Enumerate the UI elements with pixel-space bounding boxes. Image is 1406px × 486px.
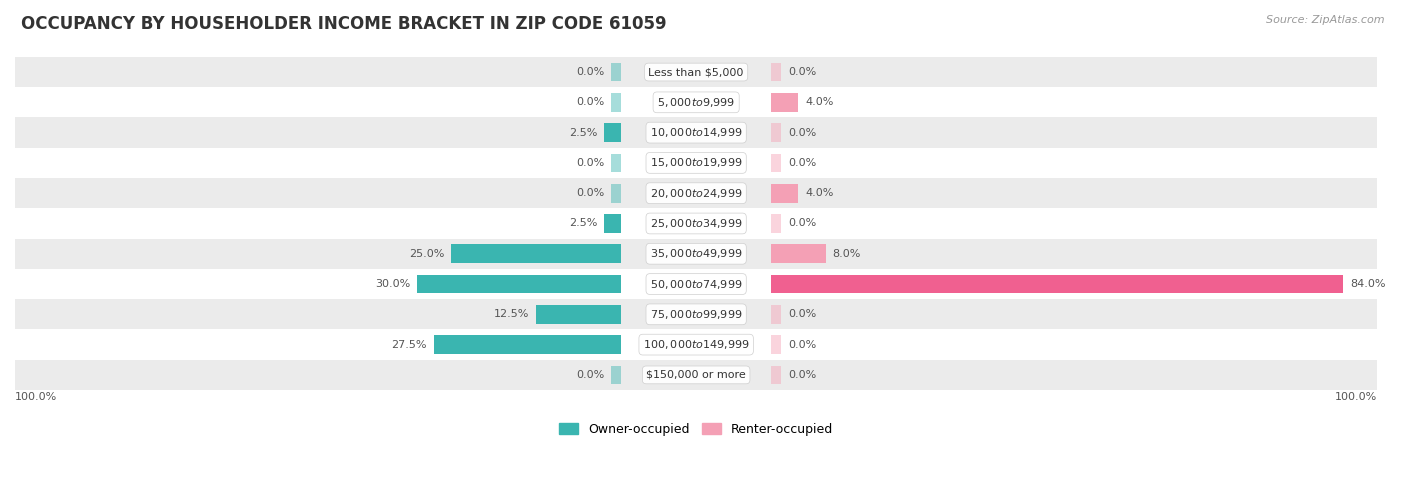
Bar [15,178,1378,208]
Text: 0.0%: 0.0% [576,370,605,380]
Bar [612,365,621,384]
Text: 0.0%: 0.0% [789,219,817,228]
Text: 12.5%: 12.5% [494,309,529,319]
Text: $150,000 or more: $150,000 or more [647,370,747,380]
Bar [770,93,799,112]
Bar [770,365,782,384]
Text: 0.0%: 0.0% [789,128,817,138]
Bar [416,275,621,294]
Text: $25,000 to $34,999: $25,000 to $34,999 [650,217,742,230]
Text: $35,000 to $49,999: $35,000 to $49,999 [650,247,742,260]
Text: 0.0%: 0.0% [789,340,817,349]
Bar [15,239,1378,269]
Bar [15,360,1378,390]
Bar [15,208,1378,239]
Text: $20,000 to $24,999: $20,000 to $24,999 [650,187,742,200]
Bar [612,93,621,112]
Text: 0.0%: 0.0% [576,158,605,168]
Bar [770,214,782,233]
Bar [770,123,782,142]
Bar [770,184,799,203]
Text: 2.5%: 2.5% [569,128,598,138]
Bar [451,244,621,263]
Bar [770,335,782,354]
Text: 8.0%: 8.0% [832,249,860,259]
Text: OCCUPANCY BY HOUSEHOLDER INCOME BRACKET IN ZIP CODE 61059: OCCUPANCY BY HOUSEHOLDER INCOME BRACKET … [21,15,666,33]
Legend: Owner-occupied, Renter-occupied: Owner-occupied, Renter-occupied [554,418,838,441]
Bar [605,214,621,233]
Text: Source: ZipAtlas.com: Source: ZipAtlas.com [1267,15,1385,25]
Bar [15,57,1378,87]
Bar [536,305,621,324]
Text: 0.0%: 0.0% [576,188,605,198]
Text: 30.0%: 30.0% [375,279,411,289]
Bar [15,148,1378,178]
Bar [770,63,782,82]
Text: 0.0%: 0.0% [789,67,817,77]
Text: 25.0%: 25.0% [409,249,444,259]
Bar [15,269,1378,299]
Bar [15,330,1378,360]
Text: $100,000 to $149,999: $100,000 to $149,999 [643,338,749,351]
Text: $10,000 to $14,999: $10,000 to $14,999 [650,126,742,139]
Text: $15,000 to $19,999: $15,000 to $19,999 [650,156,742,170]
Text: 27.5%: 27.5% [392,340,427,349]
Text: $75,000 to $99,999: $75,000 to $99,999 [650,308,742,321]
Text: 4.0%: 4.0% [806,97,834,107]
Bar [770,305,782,324]
Bar [612,63,621,82]
Text: 2.5%: 2.5% [569,219,598,228]
Bar [15,299,1378,330]
Text: $50,000 to $74,999: $50,000 to $74,999 [650,278,742,291]
Bar [770,154,782,173]
Text: 0.0%: 0.0% [789,158,817,168]
Bar [605,123,621,142]
Bar [15,87,1378,118]
Text: 0.0%: 0.0% [789,370,817,380]
Text: Less than $5,000: Less than $5,000 [648,67,744,77]
Text: $5,000 to $9,999: $5,000 to $9,999 [657,96,735,109]
Bar [434,335,621,354]
Bar [770,244,825,263]
Text: 4.0%: 4.0% [806,188,834,198]
Text: 0.0%: 0.0% [576,97,605,107]
Bar [612,184,621,203]
Bar [770,275,1343,294]
Text: 84.0%: 84.0% [1350,279,1385,289]
Text: 0.0%: 0.0% [576,67,605,77]
Text: 100.0%: 100.0% [1336,393,1378,402]
Bar [612,154,621,173]
Text: 100.0%: 100.0% [15,393,58,402]
Bar [15,118,1378,148]
Text: 0.0%: 0.0% [789,309,817,319]
